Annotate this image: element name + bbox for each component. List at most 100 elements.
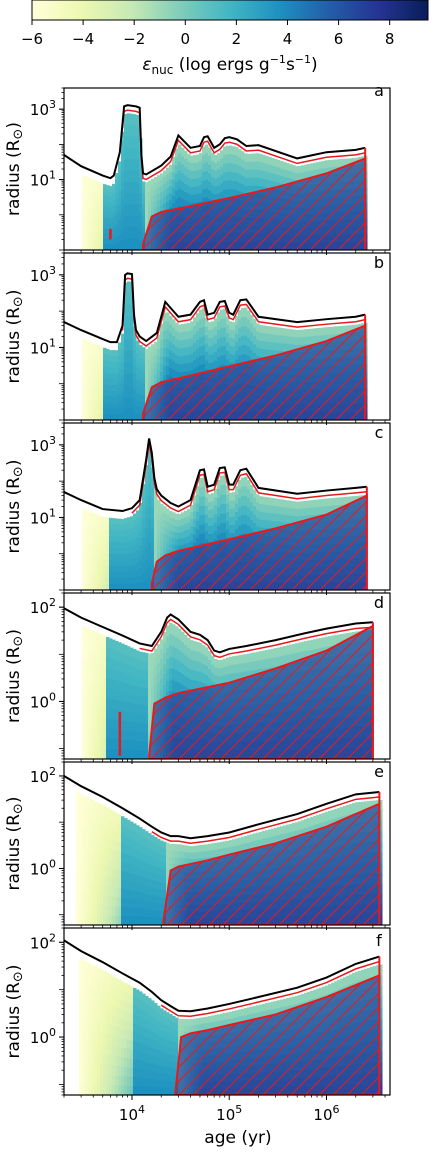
heatmap-cell — [127, 181, 131, 194]
heatmap-cell — [94, 552, 98, 559]
heatmap-cell — [292, 344, 296, 353]
heatmap-cell — [163, 642, 167, 654]
heatmap-cell — [118, 361, 122, 369]
heatmap-cell — [187, 363, 191, 373]
heatmap-cell — [277, 175, 281, 184]
heatmap-cell — [109, 648, 113, 659]
heatmap-cell — [244, 307, 248, 318]
heatmap-cell — [91, 705, 95, 717]
colorbar-label-epsilon: ε — [142, 55, 151, 75]
heatmap-cell — [217, 525, 221, 536]
heatmap-cell — [145, 384, 149, 391]
heatmap-cell — [301, 329, 305, 338]
heatmap-cell — [112, 669, 116, 680]
heatmap-cell — [109, 379, 113, 386]
heatmap-cell — [145, 558, 149, 570]
heatmap-cell — [85, 366, 89, 375]
heatmap-cell — [235, 324, 239, 334]
heatmap-cell — [85, 796, 89, 809]
heatmap-cell — [253, 319, 257, 328]
heatmap-cell — [136, 182, 140, 195]
heatmap-cell — [220, 475, 224, 486]
heatmap-cell — [268, 180, 272, 189]
heatmap-cell — [319, 161, 323, 170]
heatmap-cell — [148, 186, 152, 193]
heatmap-cell — [268, 341, 272, 351]
heatmap-cell — [85, 406, 89, 414]
heatmap-cell — [205, 318, 209, 328]
heatmap-cell — [100, 571, 104, 579]
heatmap-cell — [187, 529, 191, 537]
heatmap-cell — [205, 170, 209, 181]
heatmap-cell — [226, 529, 230, 539]
heatmap-cell — [85, 207, 89, 214]
heatmap-cell — [139, 156, 143, 167]
heatmap-cell — [106, 529, 110, 537]
heatmap-cell — [148, 358, 152, 366]
heatmap-cell — [214, 162, 218, 172]
heatmap-cell — [274, 513, 278, 522]
heatmap-cell — [82, 225, 86, 232]
heatmap-cell — [229, 321, 233, 331]
heatmap-cell — [169, 517, 173, 525]
colorbar-tick-label: −2 — [123, 30, 145, 48]
heatmap-cell — [205, 531, 209, 541]
heatmap-cell — [277, 167, 281, 176]
heatmap-cell — [94, 631, 98, 643]
heatmap-cell — [181, 181, 185, 191]
heatmap-cell — [100, 238, 104, 245]
heatmap-cell — [115, 243, 119, 250]
heatmap-cell — [178, 628, 182, 640]
heatmap-cell — [145, 741, 149, 751]
heatmap-cell — [136, 517, 140, 525]
heatmap-cell — [130, 731, 134, 741]
heatmap-cell — [202, 180, 206, 190]
heatmap-cell — [223, 172, 227, 182]
heatmap-cell — [145, 475, 149, 487]
panel-plot-area — [64, 272, 368, 420]
heatmap-cell — [115, 542, 119, 549]
heatmap-cell — [178, 372, 182, 381]
heatmap-cell — [85, 176, 89, 184]
heatmap-cell — [250, 169, 254, 179]
heatmap-cell — [106, 372, 110, 380]
heatmap-cell — [124, 125, 128, 138]
heatmap-cell — [100, 717, 104, 729]
heatmap-cell — [172, 646, 176, 659]
heatmap-cell — [157, 653, 161, 664]
heatmap-cell — [247, 480, 251, 490]
heatmap-cell — [196, 529, 200, 539]
heatmap-cell — [295, 337, 299, 346]
heatmap-cell — [163, 177, 167, 185]
heatmap-cell — [154, 195, 158, 202]
heatmap-cell — [103, 347, 107, 355]
heatmap-cell — [85, 380, 89, 388]
heatmap-cell — [157, 682, 161, 693]
heatmap-cell — [244, 654, 248, 664]
heatmap-cell — [130, 703, 134, 714]
heatmap-cell — [184, 645, 188, 656]
heatmap-cell — [316, 169, 320, 178]
heatmap-cell — [229, 171, 233, 181]
heatmap-cell — [133, 334, 137, 343]
heatmap-cell — [226, 342, 230, 352]
heatmap-cell — [100, 371, 104, 378]
heatmap-cell — [82, 339, 86, 347]
heatmap-cell — [142, 687, 146, 698]
heatmap-cell — [271, 326, 275, 335]
heatmap-cell — [124, 572, 128, 579]
heatmap-cell — [127, 350, 131, 363]
heatmap-cell — [91, 374, 95, 382]
heatmap-cell — [301, 651, 305, 662]
heatmap-cell — [148, 715, 152, 725]
heatmap-cell — [166, 535, 170, 543]
heatmap-cell — [214, 522, 218, 532]
heatmap-cell — [226, 162, 230, 173]
heatmap-cell — [142, 661, 146, 671]
heatmap-cell — [127, 396, 131, 409]
heatmap-cell — [148, 671, 152, 681]
heatmap-cell — [88, 576, 92, 584]
heatmap-cell — [292, 515, 296, 524]
heatmap-cell — [157, 334, 161, 343]
heatmap-cell — [154, 341, 158, 349]
